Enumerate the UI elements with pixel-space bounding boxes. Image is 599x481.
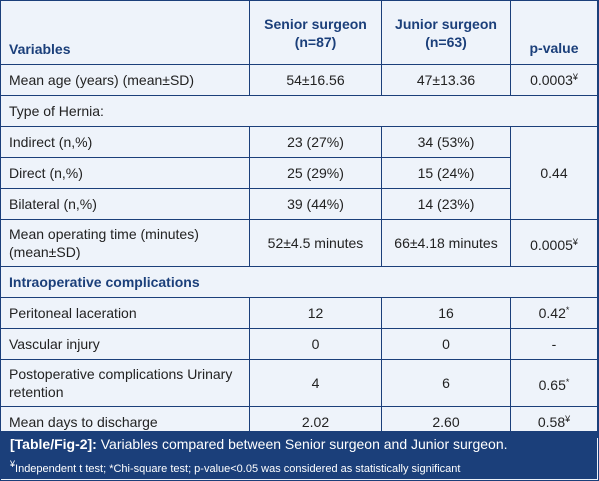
junior-value: 15 (24%) xyxy=(381,157,511,189)
p-value-mark: * xyxy=(565,305,570,315)
table-row: Mean age (years) (mean±SD) 54±16.56 47±1… xyxy=(0,64,598,96)
row-label: Direct (n,%) xyxy=(0,157,250,189)
caption-title: [Table/Fig-2]: Variables compared betwee… xyxy=(10,436,508,452)
junior-value: 34 (53%) xyxy=(381,126,511,158)
junior-value: 47±13.36 xyxy=(381,64,511,96)
table-row: Indirect (n,%) 23 (27%) 34 (53%) 0.44 xyxy=(0,126,598,220)
junior-value: 16 xyxy=(381,297,511,329)
header-pvalue: p-value xyxy=(510,0,598,65)
row-label: Bilateral (n,%) xyxy=(0,188,250,220)
p-value: 0.0003 xyxy=(530,72,573,88)
senior-value: 23 (27%) xyxy=(249,126,382,158)
caption-text: Variables compared between Senior surgeo… xyxy=(96,436,508,452)
senior-value: 39 (44%) xyxy=(249,188,382,220)
p-value: 0.44 xyxy=(510,126,598,220)
senior-value: 0 xyxy=(249,328,382,360)
header-variables: Variables xyxy=(0,0,250,65)
footnote-text: Independent t test; *Chi-square test; p-… xyxy=(15,463,461,475)
row-label: Vascular injury xyxy=(0,328,250,360)
senior-value: 52±4.5 minutes xyxy=(249,219,382,267)
junior-value: 66±4.18 minutes xyxy=(381,219,511,267)
p-value: 0.58 xyxy=(537,414,566,430)
p-value-mark: ¥ xyxy=(565,414,571,424)
senior-value: 12 xyxy=(249,297,382,329)
row-label: Mean operating time (minutes) (mean±SD) xyxy=(0,219,250,267)
caption-tag: [Table/Fig-2]: xyxy=(10,436,97,452)
header-junior: Junior surgeon (n=63) xyxy=(381,0,511,65)
footnote-mark: ¥ xyxy=(10,459,16,469)
table-row: Bilateral (n,%) 39 (44%) 14 (23%) xyxy=(0,188,598,220)
table-row: Type of Hernia: xyxy=(0,95,598,127)
p-value: 0.65 xyxy=(538,376,566,393)
p-value-mark: * xyxy=(565,376,570,387)
caption-footnote: ¥Independent t test; *Chi-square test; p… xyxy=(10,459,460,475)
table-row: Direct (n,%) 25 (29%) 15 (24%) xyxy=(0,157,598,189)
row-label: Type of Hernia: xyxy=(0,95,598,127)
senior-value: 54±16.56 xyxy=(249,64,382,96)
senior-value: 25 (29%) xyxy=(249,157,382,189)
junior-value: 0 xyxy=(381,328,511,360)
p-value-mark: ¥ xyxy=(572,72,578,82)
p-value: 0.42 xyxy=(538,305,566,321)
row-label: Indirect (n,%) xyxy=(0,126,250,158)
p-value-cell: 0.0003¥ xyxy=(510,64,598,96)
junior-value: 6 xyxy=(381,359,511,407)
row-label: Peritoneal laceration xyxy=(0,297,250,329)
p-value-cell: 0.65* xyxy=(510,359,598,407)
header-senior: Senior surgeon (n=87) xyxy=(249,0,382,65)
p-value: - xyxy=(510,328,598,360)
section-row: Intraoperative complications xyxy=(0,266,598,298)
table-caption: [Table/Fig-2]: Variables compared betwee… xyxy=(0,431,597,479)
row-label: Mean age (years) (mean±SD) xyxy=(0,64,250,96)
header-row: Variables Senior surgeon (n=87) Junior s… xyxy=(0,0,598,65)
p-value-cell: 0.0005¥ xyxy=(510,219,598,267)
table-row: Peritoneal laceration 12 16 0.42* xyxy=(0,297,598,329)
junior-value: 14 (23%) xyxy=(381,188,511,220)
results-table: Variables Senior surgeon (n=87) Junior s… xyxy=(0,0,598,438)
table-row: Mean operating time (minutes) (mean±SD) … xyxy=(0,219,598,267)
p-value-cell: 0.42* xyxy=(510,297,598,329)
p-value-mark: ¥ xyxy=(572,236,578,247)
table-row: Vascular injury 0 0 - xyxy=(0,328,598,360)
section-heading: Intraoperative complications xyxy=(0,266,598,298)
senior-value: 4 xyxy=(249,359,382,407)
row-label: Postoperative complications Urinary rete… xyxy=(0,359,250,407)
table-row: Postoperative complications Urinary rete… xyxy=(0,359,598,407)
p-value: 0.0005 xyxy=(530,236,573,253)
